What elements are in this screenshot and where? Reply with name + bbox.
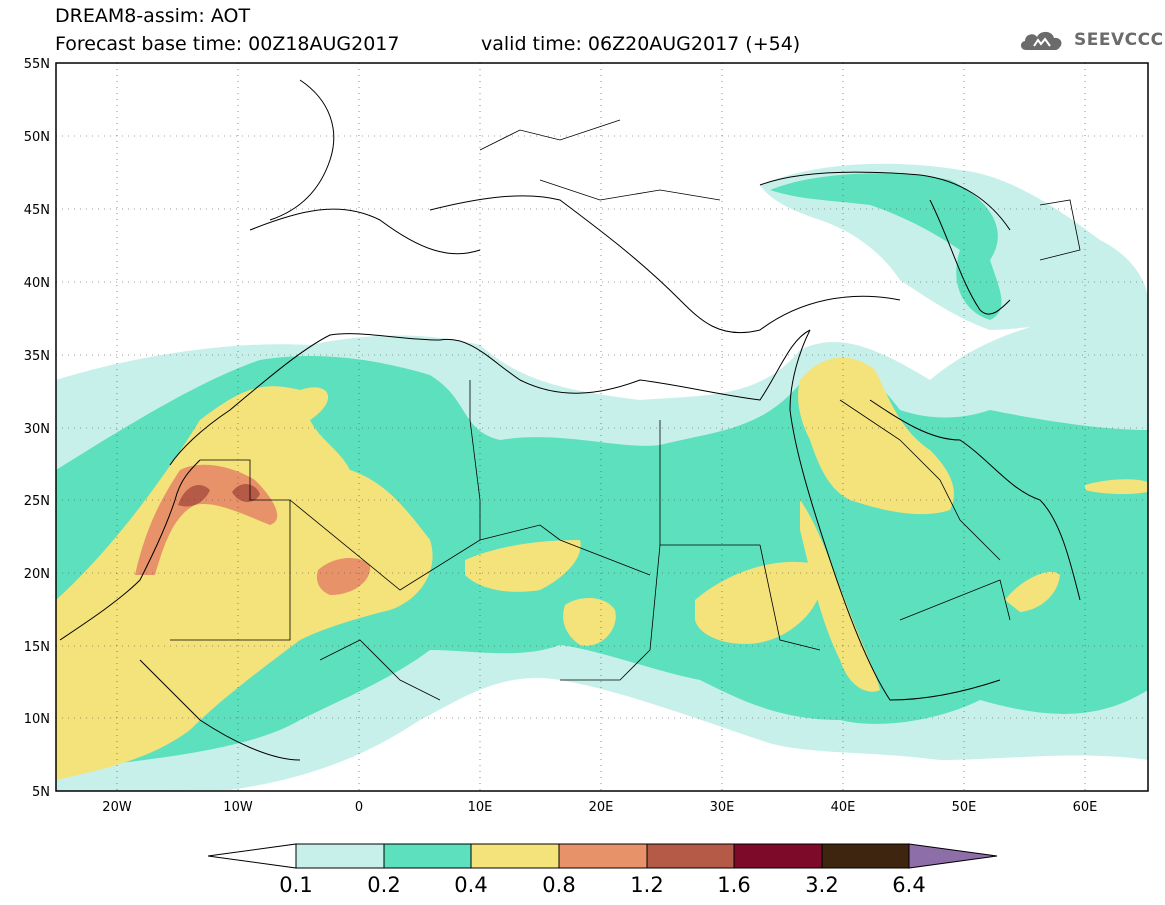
lat-label: 25N <box>24 494 50 509</box>
aot-band-0.4-libya <box>563 598 616 646</box>
map-title: DREAM8-assim: AOT <box>55 5 251 27</box>
cloud-icon <box>1020 31 1062 50</box>
colorbar-label: 0.1 <box>279 873 312 897</box>
colorbar-min-arrow <box>207 843 297 869</box>
colorbar-label: 6.4 <box>892 873 925 897</box>
colorbar-label: 1.6 <box>717 873 750 897</box>
aot-band-0.1-north <box>760 163 1148 330</box>
colorbar-label: 0.4 <box>454 873 487 897</box>
aot-band-0.4-west <box>56 386 433 780</box>
colorbar-swatch <box>470 843 560 869</box>
lon-label: 10W <box>223 800 253 815</box>
aot-band-1.2 <box>178 483 260 507</box>
lat-label: 5N <box>32 785 50 800</box>
logo-text: SEEVCCC <box>1074 30 1164 50</box>
colorbar-label: 0.2 <box>367 873 400 897</box>
colorbar-swatch <box>733 843 823 869</box>
aot-band-0.4-oman <box>1005 571 1060 612</box>
valid-time: valid time: 06Z20AUG2017 (+54) <box>481 33 801 55</box>
aot-band-0.4-sudan <box>695 561 822 644</box>
lon-label: 0 <box>355 800 363 815</box>
aot-field <box>56 63 1148 791</box>
colorbar-swatch <box>295 843 385 869</box>
lat-label: 15N <box>24 640 50 655</box>
graticule <box>56 63 1148 791</box>
lat-label: 40N <box>24 276 50 291</box>
aot-band-0.8-mali <box>316 558 371 595</box>
colorbar-max-arrow <box>908 843 998 869</box>
lon-label: 20E <box>589 800 614 815</box>
colorbar-swatch <box>558 843 648 869</box>
lat-label: 45N <box>24 203 50 218</box>
lon-label: 20W <box>102 800 132 815</box>
colorbar-label: 0.8 <box>542 873 575 897</box>
lon-labels: 20W 10W 0 10E 20E 30E 40E 50E 60E <box>102 800 1097 815</box>
lat-label: 30N <box>24 422 50 437</box>
lon-label: 60E <box>1073 800 1098 815</box>
lat-label: 10N <box>24 712 50 727</box>
map-frame <box>55 62 1149 792</box>
lat-label: 20N <box>24 567 50 582</box>
colorbar: 0.1 0.2 0.4 0.8 1.2 1.6 3.2 6.4 <box>207 843 998 897</box>
aot-band-0.4-gulf <box>1085 479 1148 495</box>
lat-label: 50N <box>24 130 50 145</box>
lon-label: 10E <box>468 800 493 815</box>
seevccc-logo: SEEVCCC <box>1018 26 1163 56</box>
aot-band-0.4-redsea <box>800 500 880 692</box>
lat-label: 55N <box>24 57 50 72</box>
lon-label: 40E <box>831 800 856 815</box>
colorbar-label: 3.2 <box>805 873 838 897</box>
aot-band-0.2-caspian <box>770 173 1002 320</box>
colorbar-swatch <box>821 843 910 869</box>
country-borders <box>170 119 1081 701</box>
forecast-base-time: Forecast base time: 00Z18AUG2017 <box>55 33 400 55</box>
coastlines <box>59 79 1081 761</box>
lat-label: 35N <box>24 349 50 364</box>
lon-label: 30E <box>710 800 735 815</box>
colorbar-label: 1.2 <box>630 873 663 897</box>
lat-labels: 55N 50N 45N 40N 35N 30N 25N 20N 15N 10N … <box>24 57 50 800</box>
aot-band-0.4-chad <box>465 540 581 592</box>
aot-band-0.4-arabia <box>798 357 954 515</box>
colorbar-swatch <box>646 843 735 869</box>
lon-label: 50E <box>952 800 977 815</box>
colorbar-swatch <box>383 843 472 869</box>
